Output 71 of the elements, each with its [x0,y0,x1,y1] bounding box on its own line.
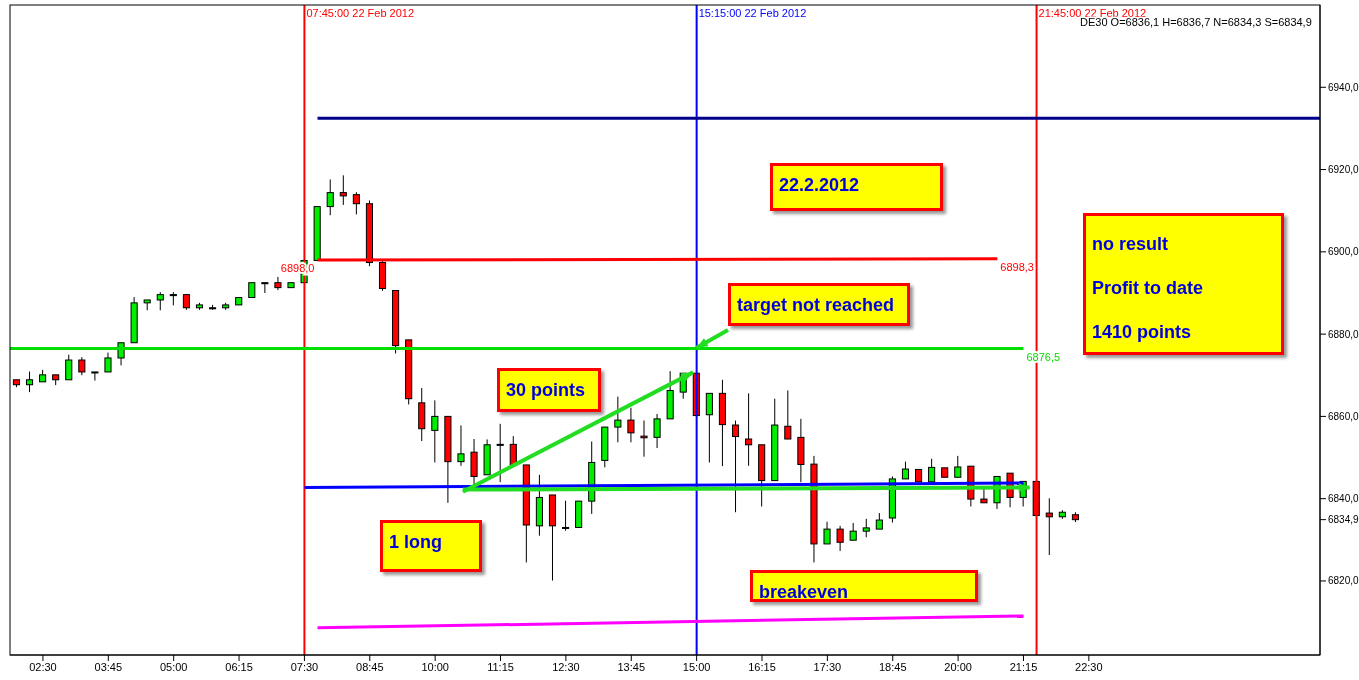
annotation: 22.2.2012 [779,174,861,197]
candlestick [562,500,570,532]
candlestick [614,396,622,443]
x-tick-label: 18:45 [878,660,907,673]
x-tick-label: 07:30 [290,660,319,673]
ref-line-label: 07:45:00 22 Feb 2012 [306,7,415,19]
candlestick [627,407,635,443]
candlestick [326,178,334,216]
x-tick-label: 11:15 [487,660,514,673]
ref-line-label: 15:15:00 22 Feb 2012 [698,7,807,19]
candlestick [91,371,99,382]
candlestick [928,458,936,483]
callout-box: breakeven [750,570,978,602]
callout-box: 1 long [380,520,482,572]
candlestick [862,518,870,538]
text: DE30 O=6836,1 H=6836,7 N=6834,3 S=6834,9 [1080,16,1312,28]
x-tick-label: 17:30 [813,660,842,673]
callout-box: 22.2.2012 [770,163,943,211]
x-tick-label: 02:30 [29,660,57,673]
candlestick [261,282,269,294]
candlestick [980,487,988,504]
y-tick-label: 6940,0 [1328,81,1359,93]
x-tick-label: 12:30 [552,660,580,673]
candlestick [1045,497,1053,556]
x-tick-label: 08:45 [356,660,384,673]
candlestick [731,420,740,513]
candlestick [156,291,164,311]
callout-box: no result Profit to date 1410 points [1083,213,1284,355]
candlestick [653,413,661,449]
ref-line-label: 21:45:00 22 Feb 2012 [1038,7,1147,19]
y-tick-label: 6900,0 [1328,246,1359,258]
x-tick-label: 20:00 [944,660,972,673]
candlestick [104,352,112,373]
y-tick-label: 6840,0 [1328,493,1359,505]
annotation: target not reached [737,294,896,317]
x-tick-label: 15:00 [682,660,711,673]
y-tick-label: 6820,0 [1328,575,1359,587]
candlestick [274,276,282,291]
candlestick [457,424,465,467]
candlestick [954,455,962,478]
x-tick-label: 06:15 [225,660,253,673]
y-tick-label: 6834,9 [1328,514,1359,526]
annotation: 30 points [506,379,586,402]
x-tick-label: 22:30 [1075,660,1103,673]
candlestick [431,399,439,463]
candlestick [823,521,831,545]
y-tick-label: 6880,0 [1328,328,1359,340]
y-tick-label: 6860,0 [1328,410,1359,422]
x-tick-label: 05:00 [159,660,188,673]
x-tick-label: 16:15 [748,660,776,673]
candlestick [25,371,34,393]
candlestick [705,392,713,463]
candlestick [339,174,347,206]
candlestick [784,389,792,440]
candlestick [640,420,648,458]
callout-box: 30 points [497,368,601,412]
x-tick-label: 03:45 [94,660,123,673]
candlestick [836,525,844,552]
x-tick-label: 13:45 [617,660,646,673]
candlestick [745,392,753,467]
y-tick-label: 6920,0 [1328,164,1359,176]
x-tick-label: 10:00 [421,660,449,673]
candlestick [352,191,360,215]
candlestick [78,356,86,376]
candlestick [65,354,73,381]
annotation: 1 long [389,531,443,554]
data-label: 6898,3 [1000,260,1034,273]
annotation: breakeven [759,581,850,604]
x-tick-label: 21:15 [1009,660,1038,673]
candlestick [496,423,504,483]
callout-box: target not reached [728,283,910,326]
